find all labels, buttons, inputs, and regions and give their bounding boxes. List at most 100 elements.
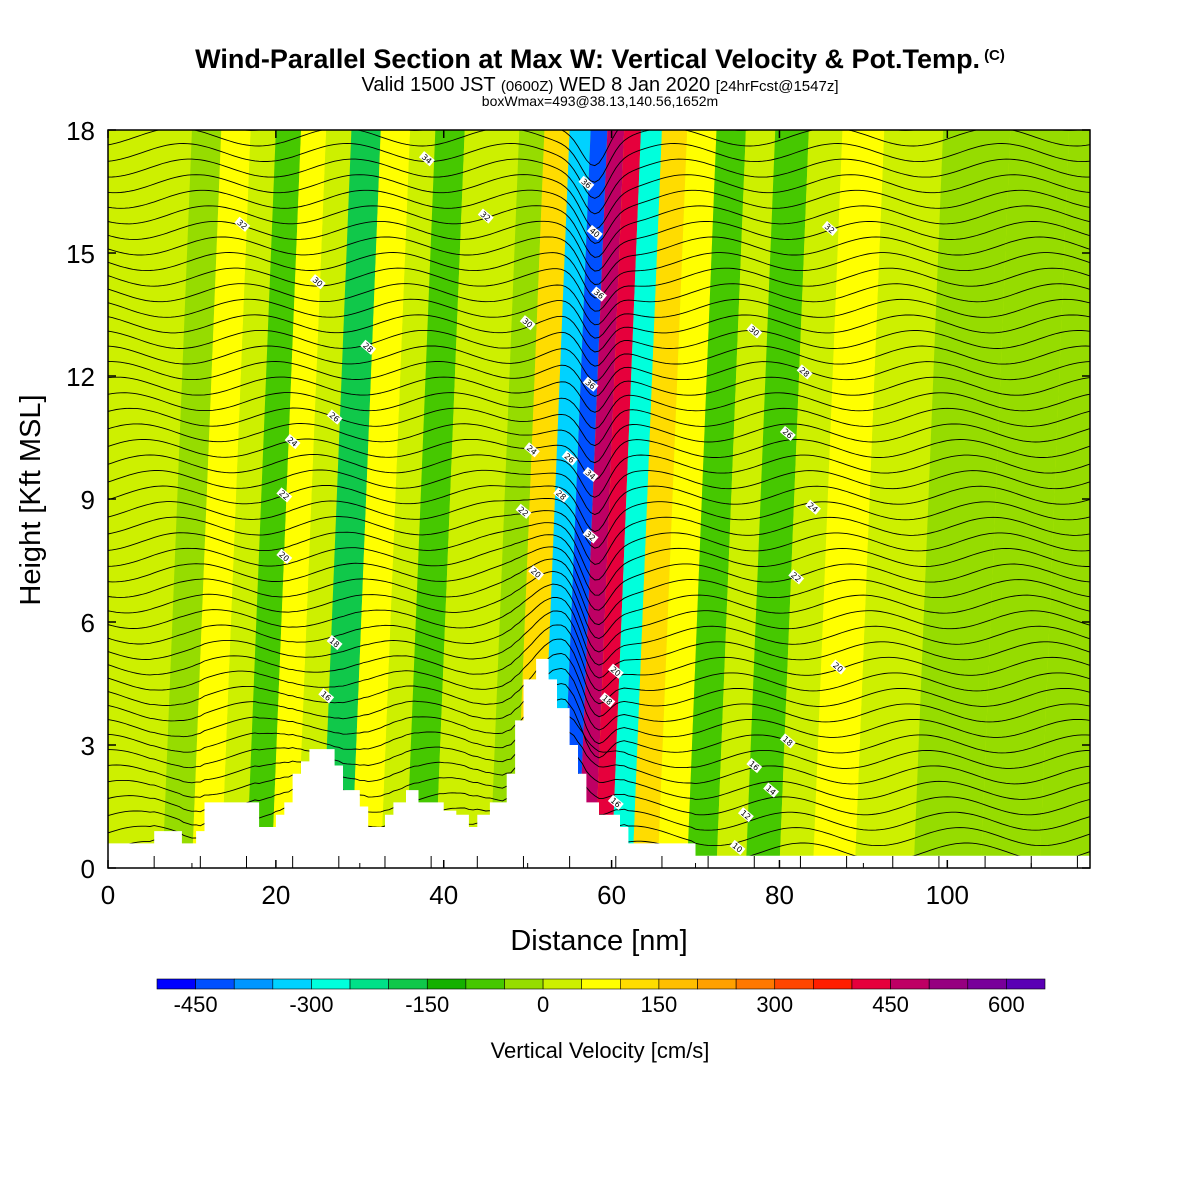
isentrope <box>108 314 1090 353</box>
isentrope <box>108 205 1090 258</box>
isentrope <box>108 376 1090 413</box>
contour-label-bg <box>591 286 607 302</box>
colorbar-swatch <box>465 978 505 990</box>
isentrope <box>108 638 1090 705</box>
isentrope <box>108 570 1090 639</box>
w-band <box>191 130 251 868</box>
colorbar-swatch <box>349 978 389 990</box>
isentrope <box>108 596 1090 666</box>
w-band <box>632 130 688 868</box>
isentrope <box>108 220 1090 272</box>
colorbar-tick-label: -150 <box>405 992 449 1017</box>
axes: 0 20 40 60 80 100 0 3 6 9 12 15 18 <box>66 116 1090 910</box>
w-band <box>162 130 222 868</box>
w-band <box>561 130 608 868</box>
isentrope <box>108 283 1090 326</box>
contour-label-bg <box>515 503 532 519</box>
isentrope <box>108 546 1090 611</box>
isentrope <box>108 583 1090 653</box>
y-tick-label: 0 <box>81 854 95 884</box>
subtitle-date: WED 8 Jan 2020 <box>558 74 711 96</box>
isentrope <box>108 558 1090 626</box>
colorbar-swatch <box>156 978 196 990</box>
colorbar-swatch <box>311 978 351 990</box>
contour-label-bg <box>805 499 821 515</box>
chart-title-text: Wind-Parallel Section at Max W: Vertical… <box>195 44 981 74</box>
contour-labels: 3432323230303028282626242424222222202020… <box>234 151 847 856</box>
contour-label-bg <box>737 807 754 823</box>
chart-subtitle: Valid 1500 JST (0600Z) WED 8 Jan 2020 [2… <box>0 74 1200 97</box>
w-band <box>913 130 1011 868</box>
colorbar-swatch <box>851 978 891 990</box>
contour-label-bg <box>276 487 293 503</box>
w-band <box>1039 130 1090 868</box>
colorbar-swatch <box>504 978 544 990</box>
contour-label-bg <box>309 274 326 290</box>
isentrope <box>108 236 1090 285</box>
subtitle-utc: (0600Z) <box>500 78 554 95</box>
colorbar-swatch <box>774 978 814 990</box>
colorbar-swatch <box>272 978 312 990</box>
y-tick-label: 6 <box>81 608 95 638</box>
isentrope <box>108 438 1090 481</box>
chart-title: Wind-Parallel Section at Max W: Vertical… <box>0 44 1200 75</box>
contour-label-bg <box>326 409 343 425</box>
colorbar: -450 -300 -150 0 150 300 450 600 <box>156 978 1046 1017</box>
w-band <box>813 130 885 868</box>
contour-label-bg <box>607 663 624 679</box>
colorbar-tick-label: -450 <box>174 992 218 1017</box>
isentrope <box>108 143 1090 199</box>
isentrope <box>108 743 1090 800</box>
w-band <box>716 130 776 868</box>
colorbar-tick-label: -300 <box>289 992 333 1017</box>
x-tick-label: 0 <box>101 880 115 910</box>
w-band <box>108 130 167 868</box>
contour-label-bg <box>586 224 603 241</box>
contour-label-bg <box>746 323 763 339</box>
w-band <box>854 130 944 868</box>
w-band <box>271 130 327 868</box>
x-tick-label: 80 <box>765 880 794 910</box>
contour-label-bg <box>477 208 494 224</box>
subtitle-valid: Valid 1500 JST <box>361 74 496 96</box>
contour-label-bg <box>821 220 838 236</box>
w-band <box>611 130 662 868</box>
colorbar-swatch <box>967 978 1007 990</box>
isentrope <box>108 610 1090 679</box>
w-band <box>687 130 746 868</box>
contour-label-bg <box>523 442 540 458</box>
isentrope <box>108 392 1090 430</box>
colorbar-tick-label: 0 <box>537 992 549 1017</box>
contour-label-bg <box>729 839 746 856</box>
contour-label-bg <box>796 364 813 380</box>
y-tick-label: 15 <box>66 239 95 269</box>
colorbar-title: Vertical Velocity [cm/s] <box>491 1038 710 1063</box>
w-band <box>745 130 809 868</box>
y-tick-label: 18 <box>66 116 95 146</box>
isentrope <box>108 624 1090 692</box>
colorbar-swatch <box>542 978 582 990</box>
w-band <box>578 130 625 868</box>
isentrope <box>108 667 1090 731</box>
contour-label-bg <box>746 757 763 774</box>
isentrope <box>108 174 1090 230</box>
x-axis-title: Distance [nm] <box>510 925 687 957</box>
chart-meta: boxWmax=493@38.13,140.56,1652m <box>481 93 719 109</box>
colorbar-swatch <box>195 978 235 990</box>
colorbar-swatch <box>581 978 621 990</box>
colorbar-swatch <box>388 978 428 990</box>
contour-label-bg <box>582 528 599 544</box>
contour-label-bg <box>418 151 435 167</box>
contour-label-bg <box>607 794 624 810</box>
x-tick-label: 100 <box>926 880 969 910</box>
x-tick-label: 20 <box>261 880 290 910</box>
isentrope <box>108 267 1090 312</box>
colorbar-swatch <box>890 978 930 990</box>
isentrope <box>108 497 1090 549</box>
vertical-velocity-field <box>108 130 1090 868</box>
w-band <box>322 130 381 868</box>
colorbar-swatch <box>233 978 274 990</box>
contour-label-bg <box>779 733 796 749</box>
isentrope <box>108 345 1090 382</box>
isentrope <box>108 484 1090 532</box>
